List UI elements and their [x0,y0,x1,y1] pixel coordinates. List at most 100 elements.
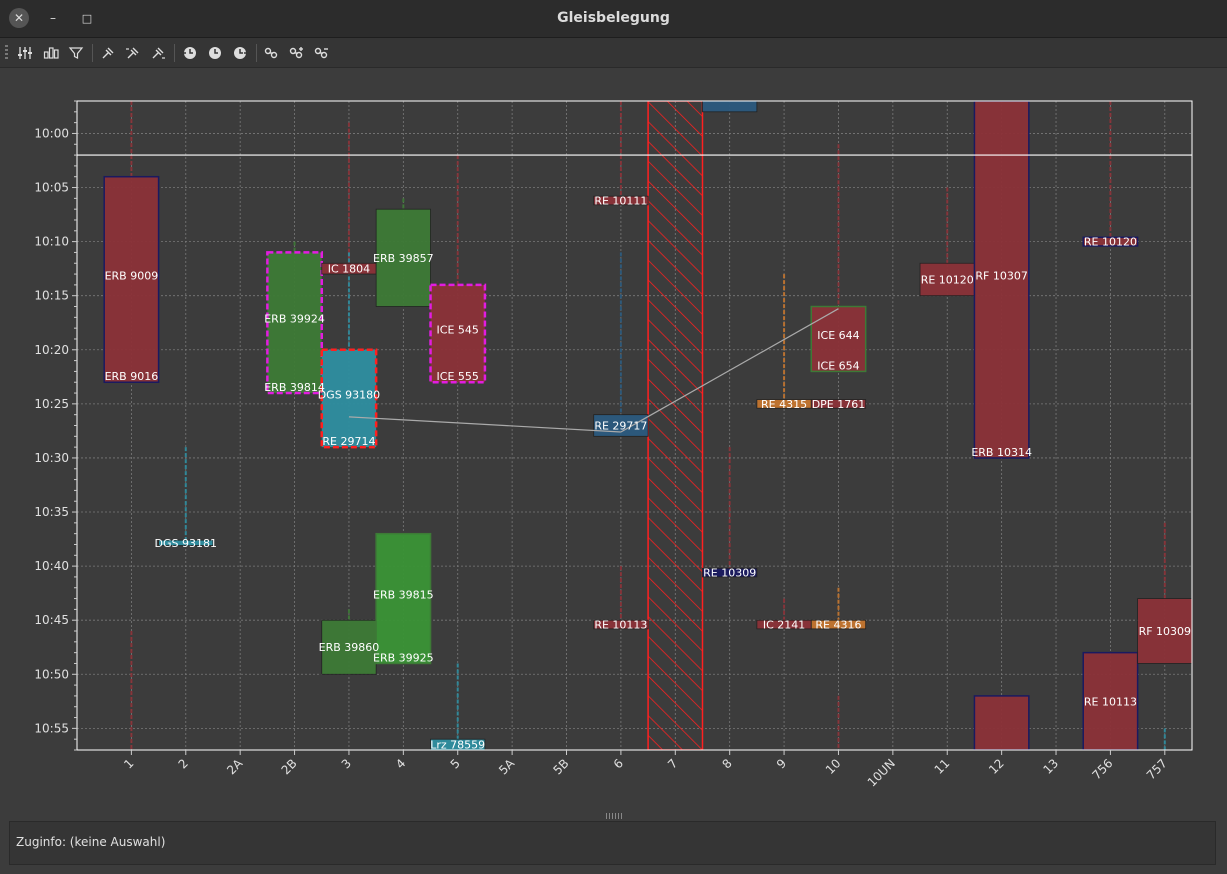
gantt-chart[interactable]: ERB 9009 ERB 9016 DGS 93181 ERB 39924 ERB 39… [0,68,1227,813]
track-block [810,305,867,373]
filter-icon[interactable] [67,44,85,62]
train-label: RE 10309 [703,567,756,580]
toolbar-grip[interactable] [5,45,8,61]
y-tick-label: 10:55 [34,721,69,735]
bar-chart-icon[interactable] [42,44,60,62]
x-tick-label: 5A [496,756,518,778]
train-label: RE 10120 [1084,236,1137,249]
minimize-button[interactable]: – [50,11,56,25]
track-block [810,619,867,630]
train-info-text: Zuginfo: (keine Auswahl) [16,835,166,849]
x-tick-label: 1 [121,756,136,771]
track-block [320,348,378,449]
splitter-handle[interactable] [606,813,622,819]
x-tick-label: 4 [393,756,408,771]
y-tick-label: 10:15 [34,289,69,303]
x-tick-label: 7 [665,756,680,771]
track-block [593,619,649,630]
x-tick-label: 2B [279,756,300,777]
connection-line [348,416,621,433]
track-block [375,208,431,307]
x-tick-label: 5 [448,756,463,771]
train-label: RE 10113 [594,619,647,632]
train-label: RE 4315 [761,398,807,411]
x-tick-label: 3 [339,756,354,771]
track-block [158,539,214,546]
x-tick-label: 5B [551,756,572,777]
link-remove-icon[interactable] [312,44,330,62]
y-tick-label: 10:20 [34,343,69,357]
track-block [430,738,486,750]
pin-left-icon[interactable] [124,44,142,62]
y-tick-label: 10:25 [34,397,69,411]
train-label: ERB 39924 [264,313,325,326]
train-label: ICE 654 [817,359,859,372]
link-add-icon[interactable] [287,44,305,62]
train-info-panel: Zuginfo: (keine Auswahl) [9,821,1216,865]
track-block [702,101,758,113]
x-tick-label: 757 [1144,756,1170,782]
x-tick-label: 2A [224,756,246,778]
title-bar: ✕ – □ Gleisbelegung [0,0,1227,38]
chart-content: ERB 9009 ERB 9016 DGS 93181 ERB 39924 ERB 39… [77,101,1192,752]
y-tick-label: 10:10 [34,235,69,249]
x-tick-label: 8 [720,756,735,771]
clock-icon[interactable] [206,44,224,62]
track-occupancy-plot[interactable]: ERB 9009 ERB 9016 DGS 93181 ERB 39924 ERB 39… [0,68,1227,813]
track-block [1082,236,1139,247]
x-tick-label: 11 [932,756,953,777]
sliders-icon[interactable] [16,44,34,62]
x-tick-label: 13 [1040,756,1061,777]
y-tick-label: 10:35 [34,505,69,519]
train-label: IC 2141 [763,619,805,632]
train-label: ERB 9016 [105,370,159,383]
pin-right-icon[interactable] [149,44,167,62]
track-block [973,101,1030,459]
clock-back-icon[interactable] [181,44,199,62]
train-label: RF 10307 [975,269,1027,282]
pin-icon[interactable] [99,44,117,62]
track-block [973,695,1030,750]
train-label: RE 10111 [594,195,647,208]
x-axis: 1 2 2A 2B 3 4 5 5A 5B 6 7 8 9 10 10UN 11 12 13 756 757 [121,750,1170,789]
train-label: ERB 39815 [373,589,434,602]
train-label: RE 4316 [815,619,861,632]
train-label: RE 10113 [1084,695,1137,708]
y-tick-label: 10:00 [34,126,69,140]
x-tick-label: 10 [823,756,844,777]
x-tick-label: 9 [774,756,789,771]
x-tick-label: 10UN [865,756,898,789]
train-label: ERB 39925 [373,651,434,664]
x-tick-label: 6 [611,756,626,771]
train-label: RE 10120 [921,273,974,286]
maximize-button[interactable]: □ [81,11,93,25]
train-label: ERB 39860 [319,641,380,654]
train-label: DGS 93181 [155,537,217,550]
x-tick-label: 2 [176,756,191,771]
track-block [1137,598,1192,664]
train-label: ERB 39857 [373,252,434,265]
train-label: IC 1804 [328,263,370,276]
track-block [593,195,649,206]
train-label: DGS 93180 [318,388,380,401]
toolbar [0,38,1227,68]
train-label: Lrz 78559 [430,739,485,752]
close-button[interactable]: ✕ [9,8,29,28]
y-tick-label: 10:05 [34,181,69,195]
track-block [266,251,324,395]
train-label: RF 10309 [1139,625,1191,638]
track-block [1082,651,1139,750]
train-label: ICE 644 [817,329,859,342]
track-block [103,175,160,383]
y-tick-label: 10:30 [34,451,69,465]
y-tick-label: 10:50 [34,667,69,681]
link-icon[interactable] [262,44,280,62]
track-block [810,399,867,409]
x-tick-label: 756 [1089,756,1115,782]
train-label: RE 29714 [322,435,375,448]
track-block [321,619,377,675]
train-label: ERB 39814 [264,381,325,394]
clock-forward-icon[interactable] [231,44,249,62]
train-label: ERB 10314 [971,446,1032,459]
y-tick-label: 10:40 [34,559,69,573]
